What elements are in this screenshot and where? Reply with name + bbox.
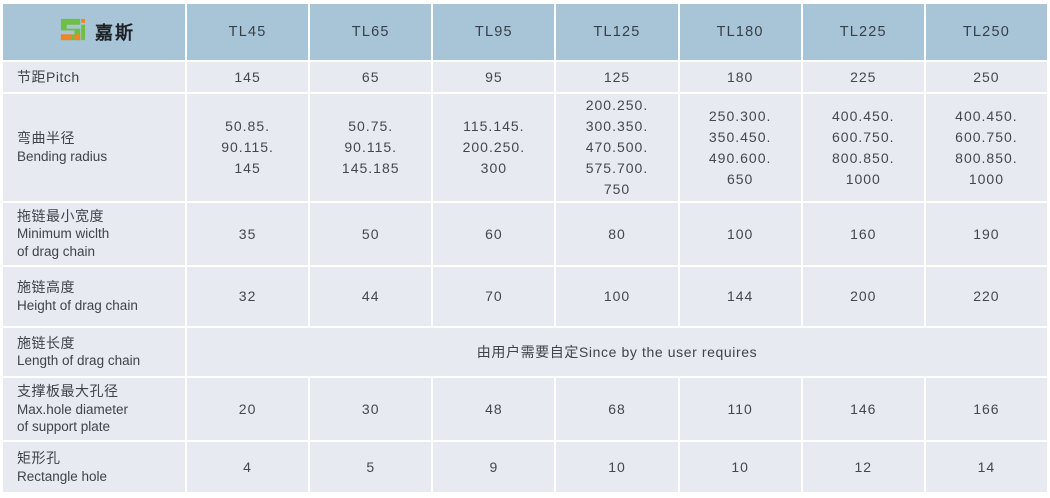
value-cell: 65 [308, 60, 434, 94]
value-cell: 10 [554, 440, 680, 495]
value-cell: 100 [554, 265, 680, 329]
brand-cell: 嘉斯 [1, 2, 187, 62]
value-cell: 400.450. 600.750. 800.850. 1000 [800, 92, 926, 203]
value-cell: 12 [800, 440, 926, 495]
header-row: 嘉斯 TL45 TL65 TL95 TL125 TL180 TL225 TL250 [1, 2, 1050, 62]
table-row: 弯曲半径 Bending radius 50.85. 90.115. 145 50.75.… [1, 92, 1050, 203]
value-cell: 220 [923, 265, 1050, 329]
value-cell: 44 [308, 265, 434, 329]
value-cell: 144 [677, 265, 803, 329]
value-cell: 68 [554, 376, 680, 443]
brand-logo-icon [59, 17, 86, 48]
value-cell: 10 [677, 440, 803, 495]
value-cell: 50.75. 90.115. 145.185 [308, 92, 434, 203]
column-header: TL225 [800, 2, 926, 62]
value-cell: 60 [431, 200, 557, 268]
value-cell: 146 [800, 376, 926, 443]
column-header: TL65 [308, 2, 434, 62]
row-label: 弯曲半径 Bending radius [1, 92, 187, 203]
table-row: 施链高度 Height of drag chain 32 44 70 100 144 200 2… [1, 265, 1050, 329]
table-row: 节距Pitch 145 65 95 125 180 225 250 [1, 60, 1050, 94]
table-row: 拖链最小宽度 Minimum wiclth of drag chain 35 50 60 8… [1, 200, 1050, 268]
column-header: TL95 [431, 2, 557, 62]
value-cell: 100 [677, 200, 803, 268]
value-cell: 70 [431, 265, 557, 329]
row-label: 支撑板最大孔径 Max.hole diameter of support plate [1, 376, 187, 443]
value-cell: 50 [308, 200, 434, 268]
value-cell: 115.145. 200.250. 300 [431, 92, 557, 203]
value-cell: 110 [677, 376, 803, 443]
column-header: TL250 [923, 2, 1050, 62]
table-row: 施链长度 Length of drag chain 由用户需要自定Since by … [1, 326, 1049, 379]
value-cell: 95 [431, 60, 557, 94]
value-cell: 400.450. 600.750. 800.850. 1000 [923, 92, 1050, 203]
table-row: 支撑板最大孔径 Max.hole diameter of support plate… [1, 376, 1050, 443]
value-cell: 14 [923, 440, 1050, 495]
value-cell: 160 [800, 200, 926, 268]
value-cell: 30 [308, 376, 434, 443]
value-cell: 250 [923, 60, 1050, 94]
brand-name: 嘉斯 [95, 23, 135, 43]
value-cell: 35 [184, 200, 311, 268]
value-cell: 20 [184, 376, 311, 443]
value-cell: 4 [184, 440, 311, 495]
value-cell: 80 [554, 200, 680, 268]
value-cell: 190 [923, 200, 1050, 268]
value-cell: 9 [431, 440, 557, 495]
value-cell: 225 [800, 60, 926, 94]
value-cell: 200.250. 300.350. 470.500. 575.700. 750 [554, 92, 680, 203]
row-label: 施链长度 Length of drag chain [1, 326, 187, 379]
value-cell: 50.85. 90.115. 145 [184, 92, 311, 203]
column-header: TL45 [184, 2, 311, 62]
column-header: TL125 [554, 2, 680, 62]
row-label: 节距Pitch [1, 60, 187, 94]
value-cell: 145 [184, 60, 311, 94]
value-cell: 200 [800, 265, 926, 329]
value-cell: 180 [677, 60, 803, 94]
spec-table-body: 节距Pitch 145 65 95 125 180 225 250 弯曲半径 Bending ra… [1, 60, 1050, 495]
value-cell: 125 [554, 60, 680, 94]
row-label: 施链高度 Height of drag chain [1, 265, 187, 329]
span-note-cell: 由用户需要自定Since by the user requires [185, 326, 1049, 379]
value-cell: 166 [923, 376, 1050, 443]
value-cell: 32 [184, 265, 311, 329]
value-cell: 5 [308, 440, 434, 495]
row-label: 矩形孔 Rectangle hole [1, 440, 187, 495]
row-label: 拖链最小宽度 Minimum wiclth of drag chain [1, 200, 187, 268]
value-cell: 250.300. 350.450. 490.600. 650 [677, 92, 803, 203]
value-cell: 48 [431, 376, 557, 443]
table-row: 矩形孔 Rectangle hole 4 5 9 10 10 12 14 [1, 440, 1050, 495]
column-header: TL180 [677, 2, 803, 62]
